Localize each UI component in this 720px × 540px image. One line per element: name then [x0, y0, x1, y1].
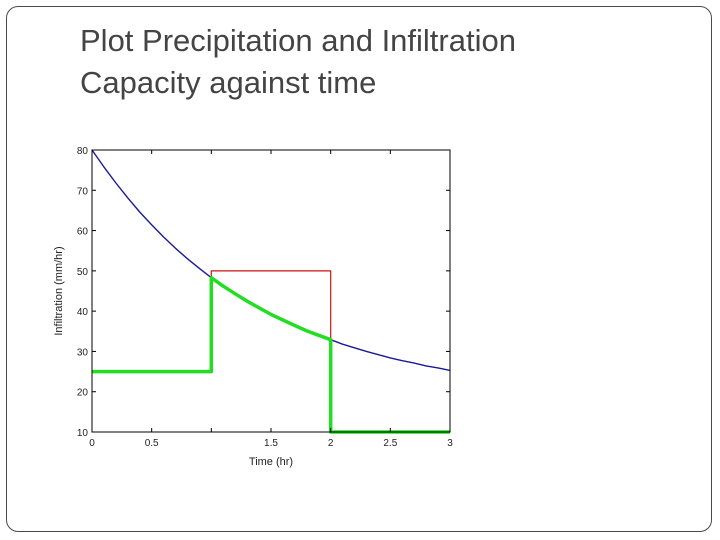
y-tick-label: 80: [77, 146, 89, 157]
y-tick-label: 70: [77, 186, 89, 197]
slide-title-line-1: Plot Precipitation and Infiltration: [80, 23, 516, 58]
x-tick-label: 3: [447, 438, 453, 449]
y-tick-label: 30: [77, 347, 89, 358]
x-tick-label: 0.5: [145, 438, 159, 449]
slide-frame: [6, 6, 712, 532]
y-tick-label: 40: [77, 307, 89, 318]
y-tick-label: 20: [77, 388, 89, 399]
slide-title: Plot Precipitation and Infiltration Capa…: [80, 20, 680, 104]
plot-area-background: [92, 150, 450, 432]
series-line-infiltration-rate: [92, 275, 450, 434]
y-tick-label: 60: [77, 227, 89, 238]
x-tick-label: 2: [328, 438, 334, 449]
x-axis-label: Time (hr): [249, 456, 293, 468]
x-tick-label: 0: [89, 438, 95, 449]
x-tick-label: 2.5: [383, 438, 397, 449]
y-axis-label: Infiltration (mm/hr): [53, 246, 65, 335]
ticks-layer: 0 0.5 1.5 2 2.5 3 10 20 30 40 50 60 70 80: [77, 146, 453, 449]
y-tick-label: 50: [77, 267, 89, 278]
plot-area-border: [91, 149, 451, 433]
y-tick-label: 10: [77, 428, 89, 439]
x-tick-label: 1.5: [264, 438, 278, 449]
infiltration-chart: 0 0.5 1.5 2 2.5 3 10 20 30 40 50 60 70 80 Time (hr) I…: [53, 146, 453, 468]
slide-title-line-2: Capacity against time: [80, 65, 377, 100]
